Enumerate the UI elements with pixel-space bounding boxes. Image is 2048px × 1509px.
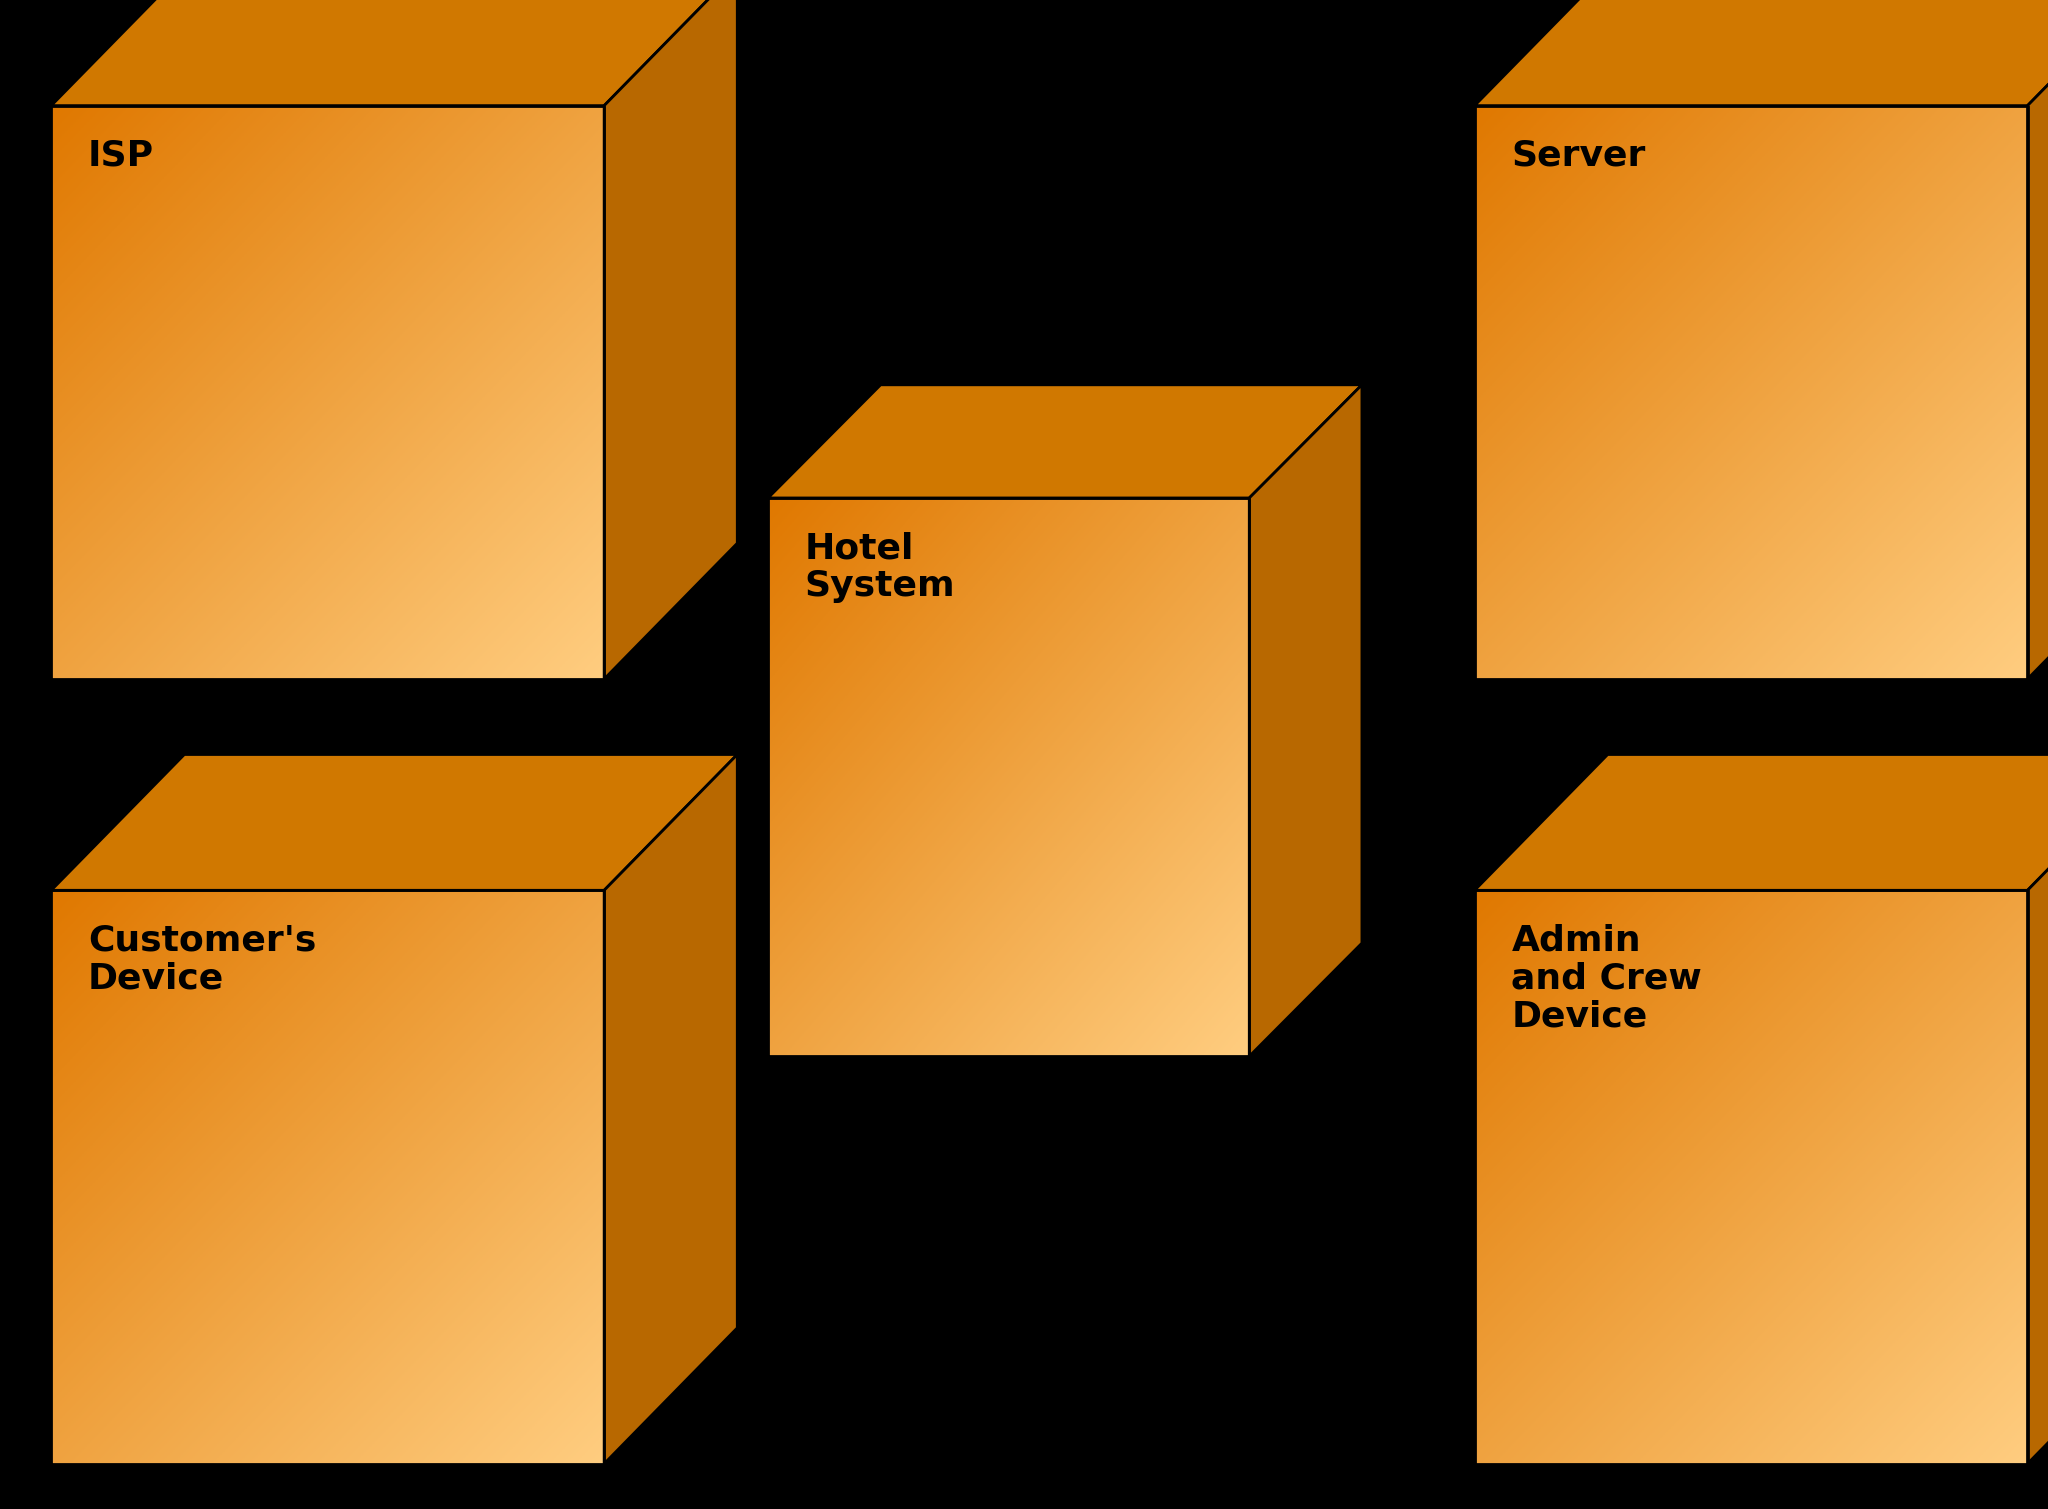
Polygon shape — [2028, 0, 2048, 679]
Polygon shape — [1475, 0, 2048, 106]
Polygon shape — [1475, 754, 2048, 890]
Polygon shape — [1249, 385, 1362, 1056]
Polygon shape — [604, 0, 737, 679]
Text: Hotel
System: Hotel System — [805, 531, 956, 604]
Polygon shape — [604, 754, 737, 1464]
Text: Server: Server — [1511, 139, 1647, 174]
Text: ISP: ISP — [88, 139, 154, 174]
Polygon shape — [51, 0, 737, 106]
Text: Customer's
Device: Customer's Device — [88, 924, 317, 996]
Polygon shape — [51, 754, 737, 890]
Polygon shape — [768, 385, 1362, 498]
Polygon shape — [2028, 754, 2048, 1464]
Text: Admin
and Crew
Device: Admin and Crew Device — [1511, 924, 1702, 1034]
